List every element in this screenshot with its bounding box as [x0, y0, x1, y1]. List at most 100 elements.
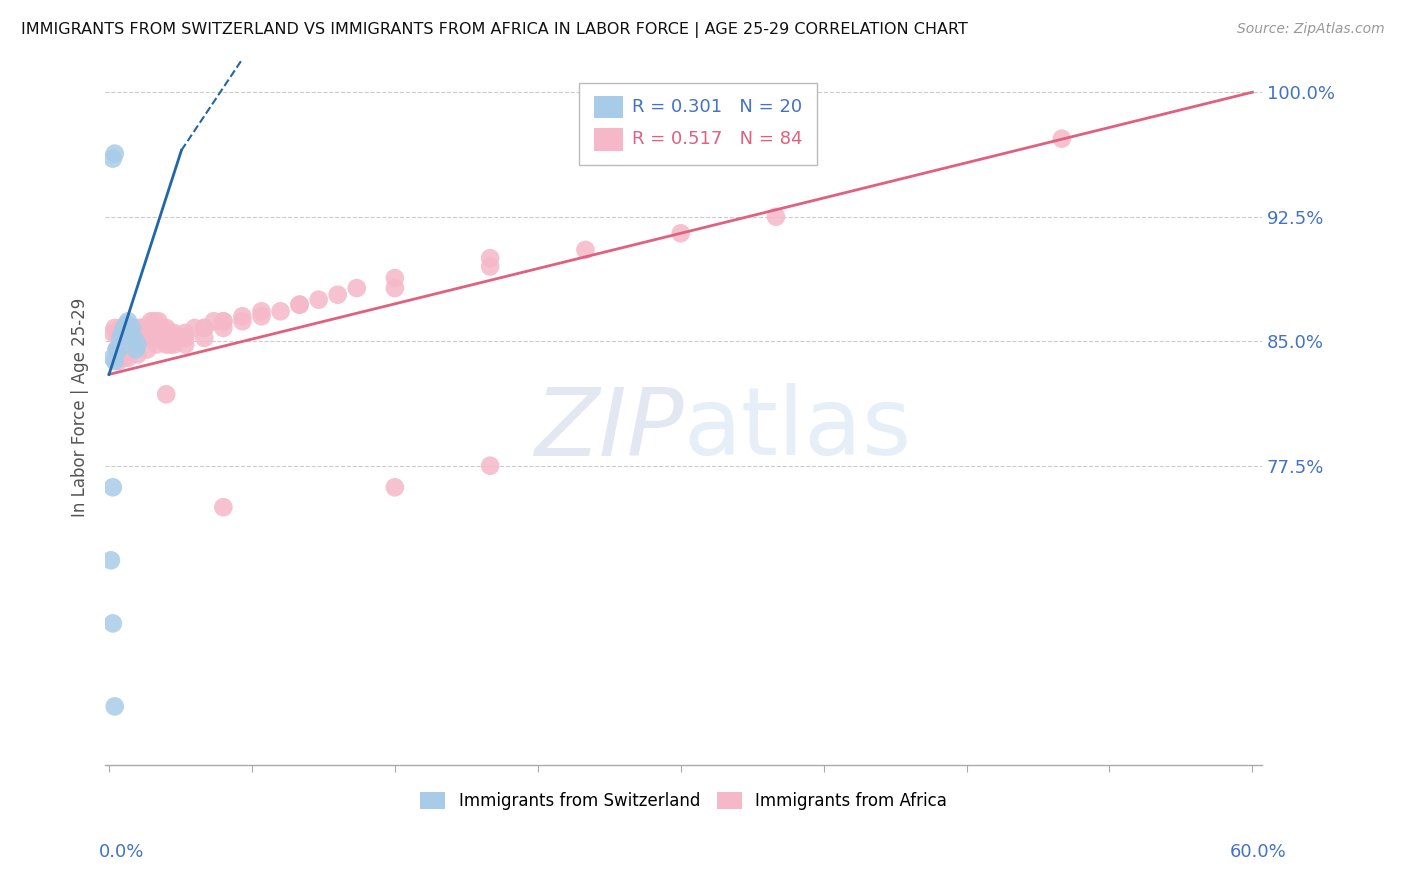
Point [170, 331, 193, 345]
Point [111, 326, 134, 340]
Point [139, 314, 162, 328]
Point [166, 331, 188, 345]
Point [150, 321, 173, 335]
Point [231, 310, 253, 324]
Text: 0.0%: 0.0% [98, 843, 143, 861]
Point [155, 321, 177, 335]
Point [115, 318, 138, 332]
Point [288, 298, 311, 312]
Point [134, 326, 156, 340]
Point [117, 321, 139, 335]
Text: 60.0%: 60.0% [1230, 843, 1286, 861]
Point [110, 337, 132, 351]
Point [132, 321, 155, 335]
Point [128, 321, 150, 335]
Point [250, 310, 273, 324]
Point [110, 321, 132, 335]
Point [115, 321, 138, 335]
Point [125, 326, 148, 340]
Point [128, 331, 150, 345]
Point [669, 227, 692, 241]
Point [127, 326, 149, 340]
Point [107, 331, 129, 345]
Point [145, 337, 167, 351]
Point [143, 331, 166, 345]
Point [288, 298, 311, 312]
Point [107, 354, 129, 368]
Point [131, 321, 153, 335]
Point [479, 260, 502, 274]
Point [148, 314, 170, 328]
Point [122, 321, 145, 335]
Point [326, 287, 349, 301]
Y-axis label: In Labor Force | Age 25-29: In Labor Force | Age 25-29 [72, 298, 89, 517]
Point [121, 321, 143, 335]
Point [101, 616, 124, 631]
Point [117, 351, 139, 365]
Point [104, 146, 127, 161]
Point [155, 331, 177, 345]
Point [127, 337, 149, 351]
Point [118, 326, 141, 340]
Point [104, 354, 127, 368]
Point [479, 251, 502, 265]
Point [174, 337, 197, 351]
Point [107, 343, 129, 357]
Point [136, 331, 159, 345]
Point [100, 553, 122, 567]
Point [212, 314, 235, 328]
Point [101, 480, 124, 494]
Point [125, 331, 148, 345]
Point [121, 321, 143, 335]
Point [117, 334, 139, 349]
Point [202, 314, 225, 328]
Text: atlas: atlas [683, 383, 912, 475]
Point [122, 331, 145, 345]
Point [159, 326, 181, 340]
Point [118, 321, 141, 335]
Point [231, 314, 253, 328]
Point [479, 458, 502, 473]
FancyBboxPatch shape [579, 83, 817, 165]
Point [112, 337, 135, 351]
Point [212, 500, 235, 515]
Point [163, 326, 186, 340]
Point [384, 480, 406, 494]
Point [193, 331, 215, 345]
Point [139, 331, 162, 345]
Point [101, 152, 124, 166]
Point [308, 293, 330, 307]
Point [110, 331, 132, 345]
Point [121, 331, 143, 345]
Point [132, 331, 155, 345]
Point [155, 387, 177, 401]
Point [112, 351, 135, 365]
Point [174, 326, 197, 340]
Point [174, 331, 197, 345]
Point [127, 347, 149, 361]
Point [155, 337, 177, 351]
Point [212, 314, 235, 328]
Point [105, 343, 128, 357]
Text: R = 0.517   N = 84: R = 0.517 N = 84 [631, 130, 801, 148]
Text: R = 0.301   N = 20: R = 0.301 N = 20 [631, 98, 801, 116]
Point [136, 321, 159, 335]
Point [193, 321, 215, 335]
Point [150, 331, 173, 345]
Text: Source: ZipAtlas.com: Source: ZipAtlas.com [1237, 22, 1385, 37]
Point [125, 343, 148, 357]
Point [184, 321, 207, 335]
Point [212, 321, 235, 335]
Point [148, 331, 170, 345]
Point [105, 326, 128, 340]
Point [104, 699, 127, 714]
Point [105, 343, 128, 357]
Point [574, 243, 596, 257]
Point [384, 281, 406, 295]
Point [1050, 131, 1073, 145]
Text: ZIP: ZIP [534, 384, 683, 475]
Point [193, 321, 215, 335]
Point [112, 321, 135, 335]
Point [384, 271, 406, 285]
Bar [595, 128, 623, 151]
